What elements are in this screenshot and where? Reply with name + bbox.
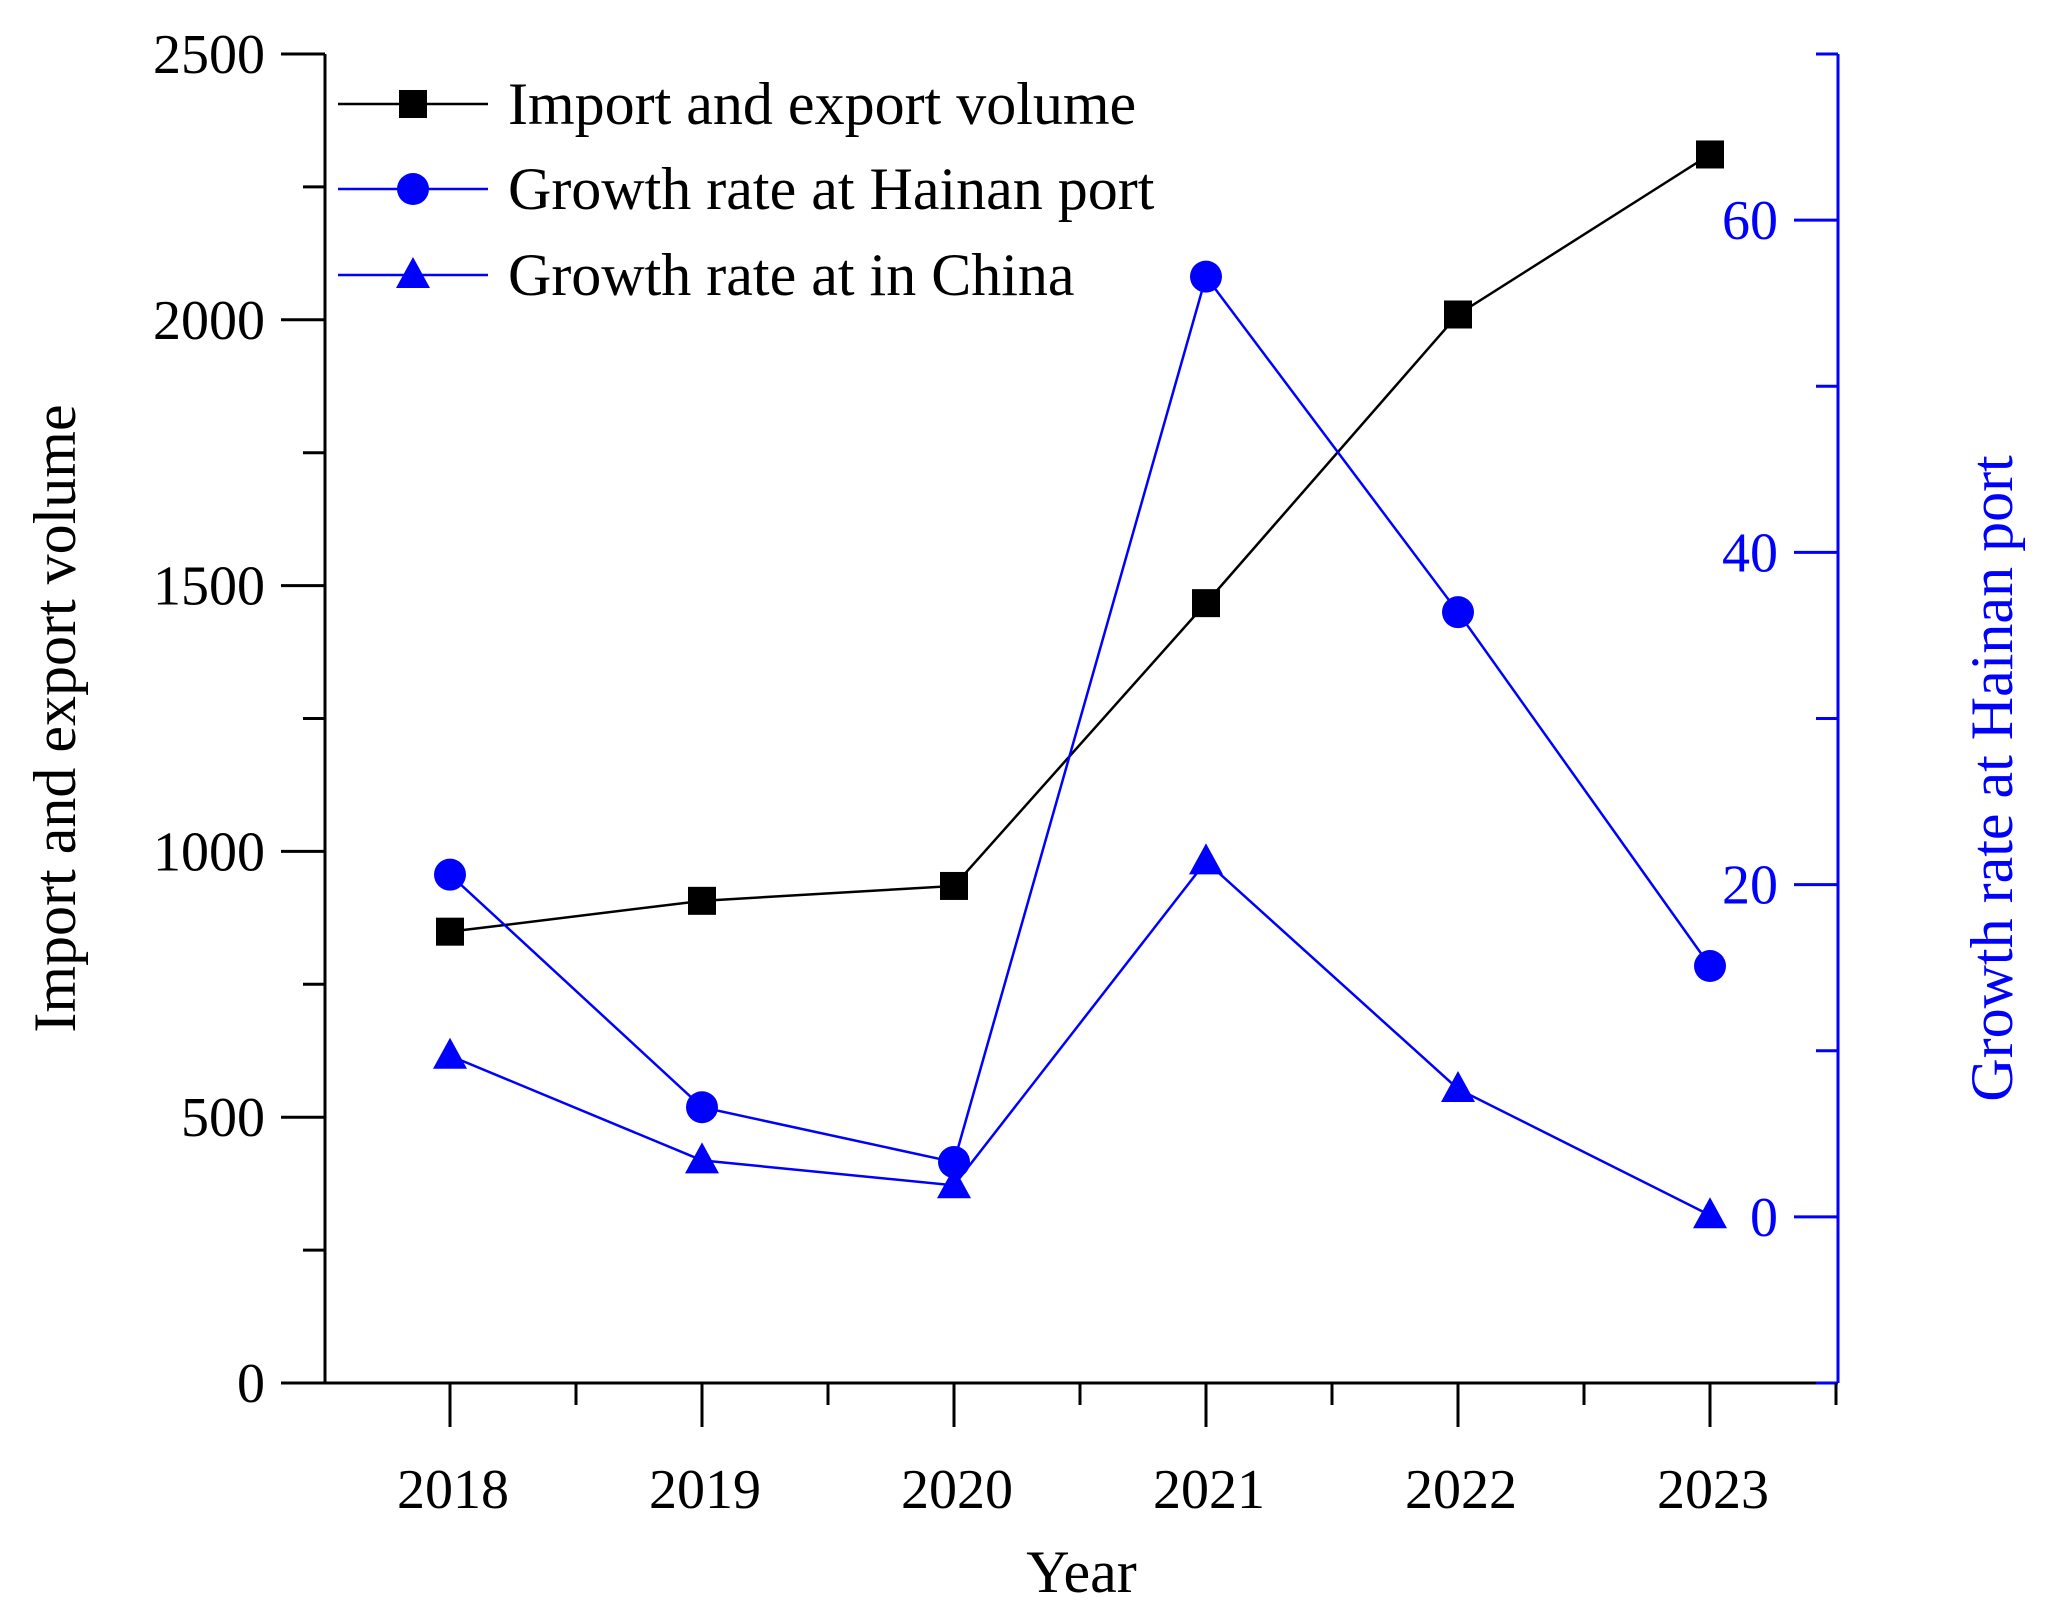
y-tick-label: 2500: [153, 24, 265, 86]
legend-marker: [399, 90, 427, 118]
series-layer: [433, 140, 1727, 1229]
data-point: [937, 1167, 971, 1199]
y-tick-label: 500: [181, 1087, 265, 1149]
legend-marker: [397, 173, 429, 205]
x-axis-title: Year: [1026, 1539, 1137, 1605]
data-point: [940, 871, 968, 900]
data-point: [1693, 1197, 1727, 1229]
axes: 0 500 1000 1500 2000 2500 0 20 40 60 2018 2019 2020 2…: [153, 24, 1840, 1521]
data-point: [685, 1142, 719, 1174]
series-line: [449, 153, 1711, 933]
x-tick-label: 2019: [649, 1459, 761, 1521]
y-tick-label: 1000: [153, 821, 265, 883]
data-point: [938, 1146, 970, 1179]
legend-label: Import and export volume: [508, 71, 1136, 137]
y2-tick-label: 20: [1722, 855, 1778, 917]
data-point: [686, 1091, 718, 1124]
y-tick-label: 2000: [153, 290, 265, 352]
x-tick-label: 2018: [397, 1459, 509, 1521]
y-tick-label: 1500: [153, 556, 265, 618]
series-circle: [434, 260, 1726, 1179]
data-point: [1190, 260, 1222, 293]
series-line: [449, 273, 1712, 1164]
x-tick-label: 2022: [1405, 1459, 1517, 1521]
data-point: [1189, 843, 1223, 875]
data-point: [436, 917, 464, 946]
data-point: [1192, 589, 1220, 618]
series-triangle: [433, 843, 1727, 1229]
legend-marker: [396, 257, 430, 288]
series-square: [436, 140, 1724, 946]
data-point: [1696, 140, 1724, 169]
y2-tick-label: 0: [1750, 1187, 1778, 1249]
y-axis-title: Import and export volume: [22, 404, 88, 1032]
y2-tick-label: 60: [1722, 190, 1778, 252]
data-point: [434, 858, 466, 891]
x-tick-label: 2023: [1657, 1459, 1769, 1521]
x-tick-label: 2020: [901, 1459, 1013, 1521]
x-tick-label: 2021: [1153, 1459, 1265, 1521]
data-point: [1694, 950, 1726, 983]
data-point: [1442, 596, 1474, 629]
series-line: [449, 859, 1711, 1217]
legend-label: Growth rate at in China: [508, 242, 1075, 308]
data-point: [688, 886, 716, 915]
data-point: [433, 1037, 467, 1069]
data-point: [1441, 1070, 1475, 1102]
y-tick-label: 0: [237, 1353, 265, 1415]
y2-axis-title: Growth rate at Hainan port: [1959, 455, 2025, 1102]
y2-tick-label: 40: [1722, 522, 1778, 584]
legend-label: Growth rate at Hainan port: [508, 156, 1155, 222]
data-point: [1444, 300, 1472, 329]
legend: Import and export volume Growth rate at H…: [338, 71, 1155, 308]
